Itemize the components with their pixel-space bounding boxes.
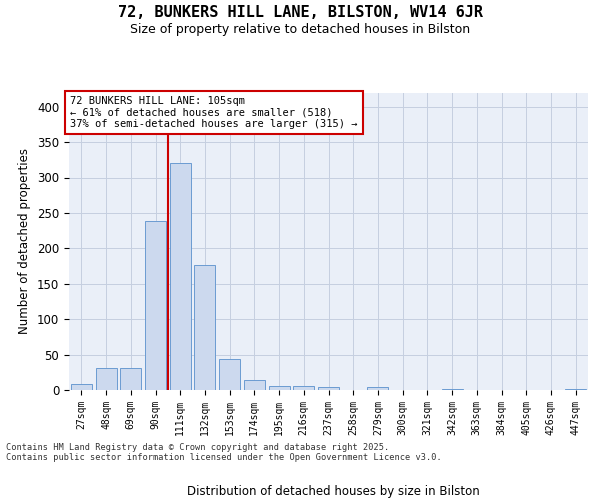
Bar: [170, 164, 191, 390]
Y-axis label: Number of detached properties: Number of detached properties: [19, 148, 31, 334]
Bar: [318, 387, 339, 390]
Text: 72 BUNKERS HILL LANE: 105sqm
← 61% of detached houses are smaller (518)
37% of s: 72 BUNKERS HILL LANE: 105sqm ← 61% of de…: [70, 96, 358, 129]
Text: Contains HM Land Registry data © Crown copyright and database right 2025.
Contai: Contains HM Land Registry data © Crown c…: [6, 442, 442, 462]
Text: Size of property relative to detached houses in Bilston: Size of property relative to detached ho…: [130, 22, 470, 36]
Text: 72, BUNKERS HILL LANE, BILSTON, WV14 6JR: 72, BUNKERS HILL LANE, BILSTON, WV14 6JR: [118, 5, 482, 20]
Bar: [219, 359, 240, 390]
Bar: [293, 386, 314, 390]
Bar: [194, 266, 215, 390]
Bar: [95, 368, 116, 390]
Text: Distribution of detached houses by size in Bilston: Distribution of detached houses by size …: [187, 484, 479, 498]
Bar: [565, 388, 586, 390]
Bar: [442, 388, 463, 390]
Bar: [367, 387, 388, 390]
Bar: [71, 384, 92, 390]
Bar: [120, 368, 141, 390]
Bar: [145, 222, 166, 390]
Bar: [269, 386, 290, 390]
Bar: [244, 380, 265, 390]
